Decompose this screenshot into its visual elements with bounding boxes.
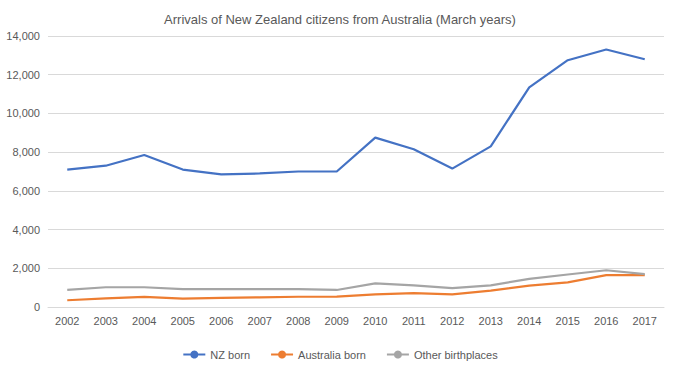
svg-text:8,000: 8,000 <box>12 146 40 158</box>
svg-text:2004: 2004 <box>132 315 156 327</box>
svg-text:14,000: 14,000 <box>6 30 40 42</box>
svg-text:2003: 2003 <box>94 315 118 327</box>
svg-text:10,000: 10,000 <box>6 107 40 119</box>
svg-text:Australia born: Australia born <box>298 349 366 361</box>
svg-text:2012: 2012 <box>440 315 464 327</box>
svg-text:2005: 2005 <box>171 315 195 327</box>
svg-text:2006: 2006 <box>209 315 233 327</box>
svg-text:2013: 2013 <box>479 315 503 327</box>
svg-text:2008: 2008 <box>286 315 310 327</box>
svg-text:0: 0 <box>34 301 40 313</box>
svg-text:2011: 2011 <box>402 315 426 327</box>
svg-text:Other birthplaces: Other birthplaces <box>414 349 498 361</box>
svg-text:2017: 2017 <box>633 315 657 327</box>
svg-text:2014: 2014 <box>517 315 541 327</box>
svg-text:4,000: 4,000 <box>12 224 40 236</box>
svg-text:2,000: 2,000 <box>12 262 40 274</box>
svg-text:2010: 2010 <box>363 315 387 327</box>
svg-text:2016: 2016 <box>594 315 618 327</box>
svg-text:12,000: 12,000 <box>6 69 40 81</box>
svg-text:2002: 2002 <box>55 315 79 327</box>
svg-text:NZ born: NZ born <box>210 349 250 361</box>
svg-text:2007: 2007 <box>248 315 272 327</box>
svg-text:2015: 2015 <box>556 315 580 327</box>
svg-text:2009: 2009 <box>325 315 349 327</box>
svg-text:6,000: 6,000 <box>12 185 40 197</box>
svg-text:Arrivals of New Zealand citize: Arrivals of New Zealand citizens from Au… <box>164 12 516 27</box>
